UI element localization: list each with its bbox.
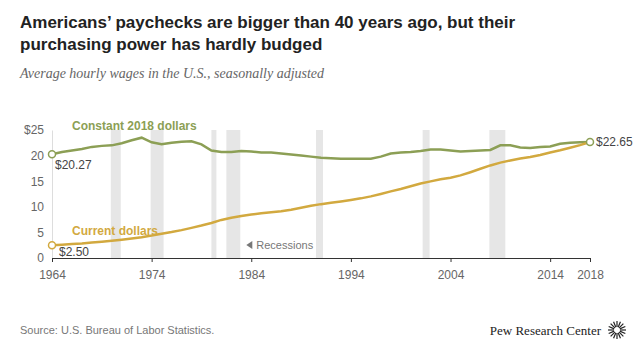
annotation: $20.27 — [55, 158, 92, 172]
x-tick-label: 1984 — [238, 268, 265, 282]
recession-band — [316, 130, 323, 258]
markers — [49, 139, 594, 249]
subtitle: Average hourly wages in the U.S., season… — [20, 66, 324, 82]
x-tick-mark — [451, 258, 452, 262]
y-tick-label: $25 — [24, 123, 44, 137]
logo-ray — [620, 329, 626, 330]
logo-ray — [620, 327, 626, 329]
y-tick-label: 5 — [37, 226, 44, 240]
annotation: $2.50 — [59, 245, 89, 259]
chart: 0 5 10 15 20 $25 1964 1974 1984 1994 2004 2014 2018 $… — [0, 0, 640, 360]
y-tick: 15 — [31, 175, 52, 189]
logo — [608, 321, 626, 339]
y-tick-label: 10 — [31, 200, 45, 214]
x-axis-line — [53, 258, 591, 259]
y-tick: 5 — [37, 226, 52, 240]
logo-ray — [616, 333, 617, 339]
source: Source: U.S. Bureau of Labor Statistics. — [20, 324, 214, 336]
x-tick-label: 2014 — [537, 268, 564, 282]
x-tick-label: 1974 — [139, 268, 166, 282]
y-tick: $25 — [24, 123, 52, 137]
series-line — [52, 138, 590, 159]
logo-ray — [618, 333, 620, 339]
x-tick: 2018 — [577, 258, 604, 282]
logo-ray — [614, 322, 616, 328]
series-line — [52, 142, 590, 245]
series-label: Constant 2018 dollars — [72, 119, 197, 133]
annotation: $22.65 — [596, 135, 633, 149]
x-tick: 1964 — [39, 258, 66, 282]
logo-ray — [609, 331, 615, 333]
y-tick-label: 0 — [37, 251, 44, 265]
recession-band — [211, 130, 216, 258]
series-label: Current dollars — [72, 224, 158, 238]
x-axis: 1964 1974 1984 1994 2004 2014 2018 — [39, 258, 604, 282]
x-tick-label: 1964 — [39, 268, 66, 282]
x-tick: 1974 — [139, 258, 166, 282]
y-tick-label: 15 — [31, 175, 45, 189]
end-marker — [49, 151, 56, 158]
x-tick: 1984 — [238, 258, 265, 282]
y-tick: 0 — [37, 251, 52, 265]
y-axis-line — [52, 131, 53, 259]
recession-arrow — [246, 241, 252, 249]
x-tick-label: 1994 — [338, 268, 365, 282]
annotations: $20.27 $2.50 $22.65 Constant 2018 dollars Cu… — [55, 119, 633, 259]
recession-label: Recessions — [256, 239, 313, 251]
x-tick-mark — [590, 258, 591, 262]
recession-band — [151, 130, 164, 258]
y-tick: 10 — [31, 200, 52, 214]
end-marker — [49, 242, 56, 249]
recession-band — [226, 130, 240, 258]
x-tick-mark — [251, 258, 252, 262]
x-tick: 1994 — [338, 258, 365, 282]
lines — [52, 138, 590, 246]
title: Americans’ paychecks are bigger than 40 … — [20, 12, 580, 56]
x-tick-mark — [52, 258, 53, 262]
y-tick-label: 20 — [31, 149, 45, 163]
x-tick-mark — [550, 258, 551, 262]
x-tick-mark — [152, 258, 153, 262]
credit: Pew Research Center — [490, 323, 602, 338]
logo-ray — [608, 329, 614, 330]
x-tick: 2004 — [438, 258, 465, 282]
x-tick: 2014 — [537, 258, 564, 282]
logo-ray — [616, 321, 617, 327]
x-tick-label: 2004 — [438, 268, 465, 282]
end-marker — [587, 139, 594, 146]
x-tick-label: 2018 — [577, 268, 604, 282]
x-tick-mark — [351, 258, 352, 262]
